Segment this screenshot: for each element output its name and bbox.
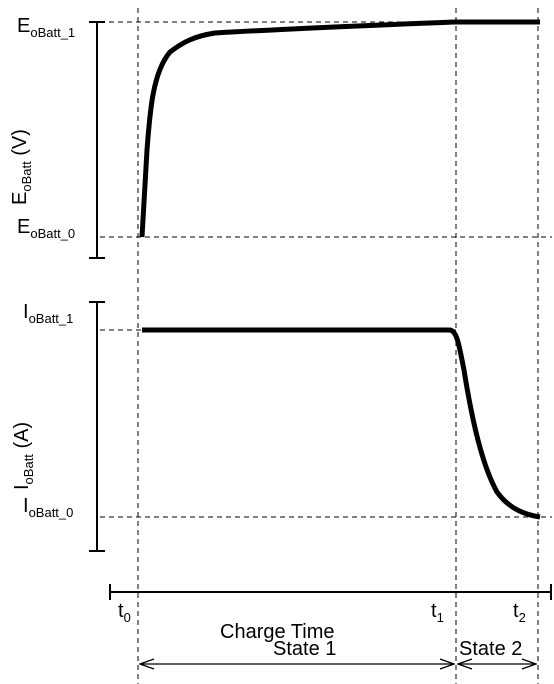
voltage-low-label: EoBatt_0 bbox=[17, 216, 75, 241]
current-low-label: IoBatt_0 bbox=[23, 495, 73, 520]
voltage-axis-title: EoBatt (V) bbox=[9, 129, 34, 205]
voltage-high-label: EoBatt_1 bbox=[17, 15, 75, 40]
voltage-curve bbox=[139, 19, 540, 238]
t0-label: t0 bbox=[118, 600, 131, 625]
t2-label: t2 bbox=[513, 600, 526, 625]
current-axis-title: IoBatt (A) bbox=[11, 422, 36, 490]
state2-label: State 2 bbox=[459, 638, 522, 660]
state1-label: State 1 bbox=[273, 638, 336, 660]
t1-label: t1 bbox=[431, 600, 444, 625]
time-axis-title: Charge Time bbox=[220, 621, 335, 643]
current-high-label: IoBatt_1 bbox=[23, 301, 73, 326]
current-curve bbox=[142, 327, 541, 520]
